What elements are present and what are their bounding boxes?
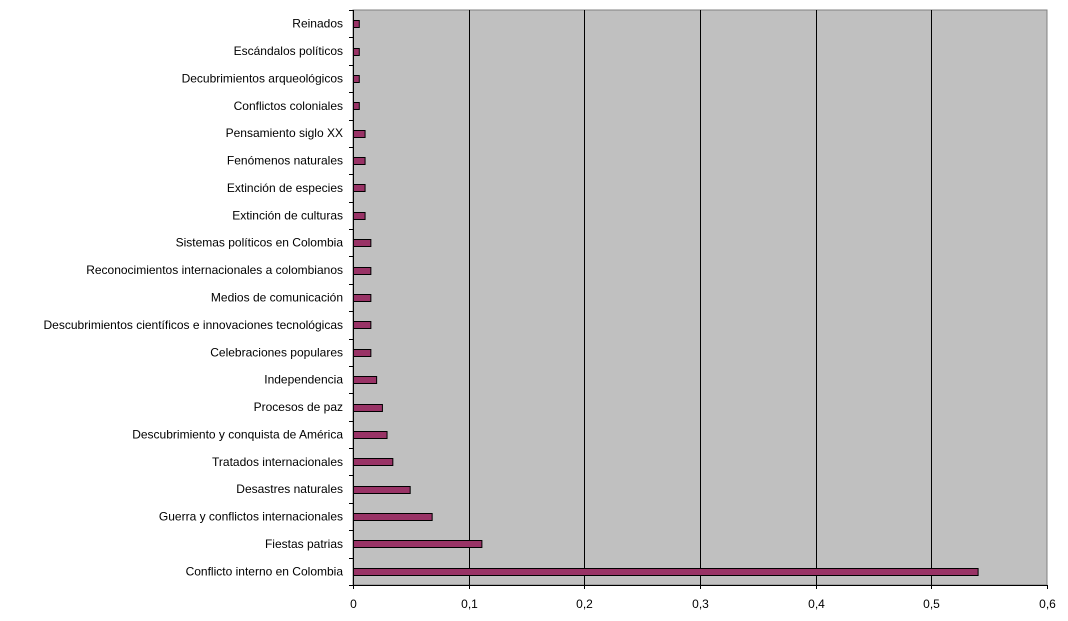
bar <box>353 75 360 83</box>
x-tick-label: 0,3 <box>692 597 709 611</box>
bar <box>353 212 366 220</box>
bar <box>353 157 366 165</box>
bar <box>353 568 979 576</box>
x-tick-label: 0,1 <box>461 597 478 611</box>
category-label: Descubrimiento y conquista de América <box>132 427 343 441</box>
category-label: Sistemas políticos en Colombia <box>176 236 344 250</box>
category-label: Extinción de especies <box>227 181 343 195</box>
bar <box>353 540 483 548</box>
bars <box>353 20 979 576</box>
category-label: Fiestas patrias <box>265 537 343 551</box>
bar <box>353 130 366 138</box>
bar <box>353 20 360 28</box>
bar <box>353 48 360 56</box>
bar <box>353 321 372 329</box>
category-label: Extinción de culturas <box>232 208 343 222</box>
bar <box>353 431 388 439</box>
category-labels: Reinados Escándalos políticos Decubrimient… <box>44 17 344 579</box>
bar <box>353 486 411 494</box>
category-label: Medios de comunicación <box>211 291 343 305</box>
category-label: Tratados internacionales <box>212 455 343 469</box>
category-label: Desastres naturales <box>236 482 343 496</box>
category-label: Escándalos políticos <box>234 44 343 58</box>
bar <box>353 513 433 521</box>
axes <box>349 10 1048 589</box>
gridlines <box>469 10 932 585</box>
bar <box>353 294 372 302</box>
bar <box>353 267 372 275</box>
category-label: Decubrimientos arqueológicos <box>182 71 343 85</box>
category-label: Pensamiento siglo XX <box>226 126 343 140</box>
category-label: Procesos de paz <box>254 400 343 414</box>
bar <box>353 184 366 192</box>
category-label: Guerra y conflictos internacionales <box>159 510 343 524</box>
bar <box>353 376 378 384</box>
x-tick-label: 0,5 <box>923 597 940 611</box>
category-label: Fenómenos naturales <box>227 154 343 168</box>
bar <box>353 349 372 357</box>
bar <box>353 458 394 466</box>
category-label: Descubrimientos científicos e innovacion… <box>44 318 344 332</box>
bar <box>353 239 372 247</box>
category-label: Reinados <box>292 17 343 31</box>
x-tick-label: 0,4 <box>808 597 825 611</box>
x-tick-label: 0,2 <box>576 597 593 611</box>
bar <box>353 404 383 412</box>
x-tick-label: 0 <box>350 597 357 611</box>
bar <box>353 102 360 110</box>
x-tick-labels: 0 0,1 0,2 0,3 0,4 0,5 0,6 <box>350 597 1056 611</box>
category-label: Conflictos coloniales <box>234 99 343 113</box>
x-tick-label: 0,6 <box>1039 597 1056 611</box>
category-label: Celebraciones populares <box>210 345 343 359</box>
category-label: Independencia <box>264 373 343 387</box>
category-label: Conflicto interno en Colombia <box>186 564 344 578</box>
category-label: Reconocimientos internacionales a colomb… <box>86 263 343 277</box>
